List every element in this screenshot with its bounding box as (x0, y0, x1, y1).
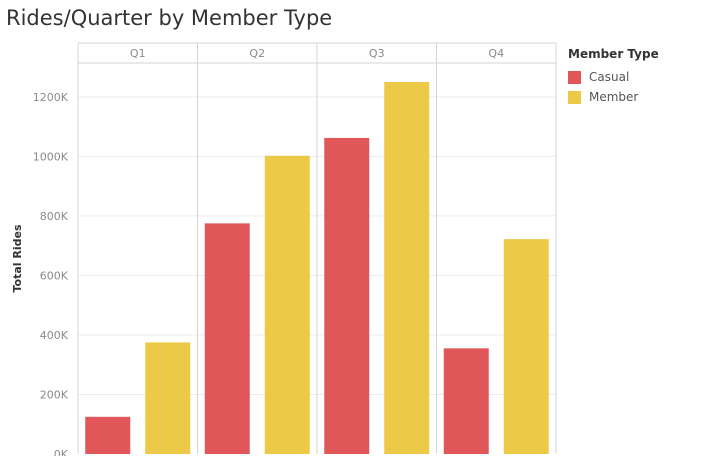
bar-member-q3 (384, 82, 430, 454)
panel-frame (77, 42, 557, 454)
y-tick-label: 600K (40, 269, 69, 282)
bar-casual-q4 (443, 348, 489, 454)
y-tick-label: 800K (40, 210, 69, 223)
bar-casual-q1 (85, 416, 131, 454)
legend-title: Member Type (568, 47, 659, 61)
legend-swatch-casual (568, 70, 581, 84)
legend-label-casual: Casual (589, 70, 630, 84)
legend-swatch-member (568, 90, 581, 104)
y-tick-label: 400K (40, 329, 69, 342)
x-category-header: Q3 (369, 47, 385, 60)
y-tick-label: 1000K (33, 150, 69, 163)
legend-item-member[interactable]: Member (568, 87, 659, 107)
y-axis-label: Total Rides (11, 224, 24, 292)
legend: Member Type Casual Member (568, 47, 659, 107)
x-category-header: Q1 (130, 47, 146, 60)
y-tick-label: 0K (54, 448, 69, 456)
legend-label-member: Member (589, 90, 639, 104)
bars (85, 82, 549, 455)
bar-member-q1 (145, 342, 191, 454)
y-tick-label: 200K (40, 388, 69, 401)
chart-title: Rides/Quarter by Member Type (6, 6, 333, 30)
x-category-header: Q2 (249, 47, 265, 60)
legend-item-casual[interactable]: Casual (568, 67, 659, 87)
bar-member-q2 (264, 155, 310, 454)
bar-member-q4 (503, 239, 549, 454)
bar-casual-q3 (324, 137, 370, 455)
bar-casual-q2 (204, 223, 250, 454)
x-category-header: Q4 (488, 47, 504, 60)
y-tick-label: 1200K (33, 91, 69, 104)
axis-labels: 0K 200K 400K 600K 800K 1000K 1200K Total Rides Q… (11, 47, 504, 456)
